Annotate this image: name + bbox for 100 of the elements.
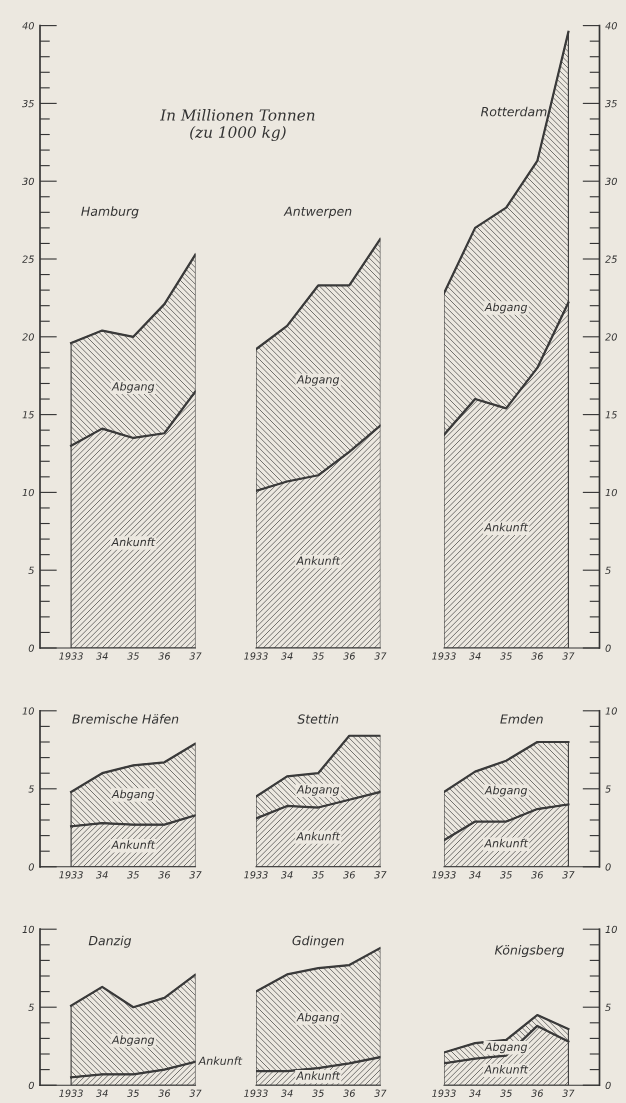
y2-tick-label: 40: [605, 22, 617, 30]
x-tick-label: 37: [562, 652, 575, 660]
series-label: Ankunft: [295, 831, 341, 841]
x-tick-label: 37: [189, 871, 202, 879]
y-tick-label: 25: [22, 255, 34, 263]
x-tick-label: 1933: [432, 871, 456, 879]
x-tick-label: 34: [468, 1089, 481, 1097]
series-label: Ankunft: [483, 838, 529, 848]
y-tick-label: 10: [22, 488, 34, 497]
x-tick-label: 37: [189, 1089, 202, 1097]
x-tick-label: 36: [343, 1089, 356, 1097]
x-tick-label: 35: [312, 871, 324, 879]
x-tick-label: 35: [312, 652, 324, 660]
y2-tick-label: 0: [605, 863, 611, 871]
x-tick-label: 35: [500, 871, 512, 879]
x-tick-label: 37: [189, 652, 202, 660]
series-label: Abgang: [296, 1012, 340, 1024]
text: Hamburg: [81, 206, 139, 219]
x-tick-label: 37: [374, 1089, 387, 1097]
y2-tick-label: 30: [605, 177, 617, 186]
y2-tick-label: 20: [605, 333, 617, 341]
y-tick-label: 0: [28, 644, 34, 652]
x-tick-label: 34: [280, 871, 293, 879]
y2-tick-label: 25: [605, 255, 617, 263]
y2-tick-label: 0: [605, 644, 611, 652]
y2-tick-label: 35: [605, 99, 617, 108]
x-tick-label: 35: [127, 1089, 139, 1097]
y2-tick-label: 5: [605, 1003, 611, 1012]
x-tick-label: 1933: [244, 1089, 268, 1097]
y2-tick-label: 15: [605, 411, 617, 419]
x-tick-label: 36: [343, 871, 356, 879]
y2-tick-label: 10: [605, 488, 617, 497]
y2-tick-label: 10: [605, 925, 617, 934]
y-tick-label: 40: [22, 22, 34, 30]
x-tick-label: 36: [531, 1089, 544, 1097]
x-tick-label: 1933: [432, 1089, 456, 1097]
series-label: Abgang: [484, 302, 528, 314]
y2-tick-label: 0: [605, 1081, 611, 1090]
x-tick-label: 34: [280, 1089, 293, 1097]
x-tick-label: 36: [343, 652, 356, 660]
text: Antwerpen: [283, 206, 352, 219]
y-tick-label: 30: [22, 177, 34, 186]
series-label: Ankunft: [110, 840, 156, 849]
chart-title: Stettin: [297, 714, 339, 724]
x-tick-label: 37: [562, 1089, 575, 1097]
y-tick-label: 0: [28, 1081, 34, 1090]
series-label: Abgang: [484, 785, 528, 797]
series-label: Abgang: [111, 381, 155, 393]
x-tick-label: 1933: [432, 652, 456, 660]
y-tick-label: 5: [28, 1003, 34, 1012]
y2-tick-label: 5: [605, 566, 611, 575]
x-tick-label: 34: [96, 871, 108, 879]
series-label: Abgang: [296, 374, 340, 386]
chart-title: Danzig: [88, 935, 132, 948]
x-tick-label: 37: [374, 871, 387, 879]
series-label: Ankunft: [295, 556, 341, 565]
x-tick-label: 36: [531, 871, 544, 879]
x-tick-label: 1933: [59, 652, 83, 660]
x-tick-label: 35: [500, 652, 512, 660]
x-tick-label: 37: [562, 871, 575, 879]
x-tick-label: 36: [158, 652, 171, 660]
x-tick-label: 35: [127, 652, 139, 660]
series-label: Ankunft: [483, 522, 529, 532]
x-tick-label: 1933: [59, 1089, 83, 1097]
y2-tick-label: 10: [605, 707, 617, 715]
x-tick-label: 1933: [244, 652, 268, 660]
text: Rotterdam: [480, 106, 547, 117]
series-label: Ankunft: [483, 1065, 529, 1074]
x-tick-label: 36: [158, 871, 171, 879]
series-label: Ankunft: [295, 1071, 341, 1080]
series-label: Abgang: [296, 784, 340, 796]
series-label: Abgang: [111, 789, 155, 801]
y-tick-label: 35: [22, 99, 34, 108]
x-tick-label: 34: [468, 652, 481, 660]
x-tick-label: 34: [280, 652, 293, 660]
series-label: Ankunft: [110, 537, 156, 547]
annotation: In Millionen Tonnen (zu 1000 kg): [159, 108, 315, 142]
text: Gdingen: [292, 935, 344, 948]
x-tick-label: 35: [312, 1089, 324, 1097]
y-tick-label: 0: [28, 863, 34, 871]
series-label: Abgang: [484, 1042, 528, 1054]
chart-title: Bremische Häfen: [72, 714, 179, 724]
x-tick-label: 35: [500, 1089, 512, 1097]
y-tick-label: 5: [28, 785, 34, 793]
y-tick-label: 10: [22, 925, 34, 934]
x-tick-label: 34: [468, 871, 481, 879]
x-tick-label: 37: [374, 652, 387, 660]
x-tick-label: 1933: [244, 871, 268, 879]
y2-tick-label: 5: [605, 785, 611, 793]
text: Königsberg: [494, 944, 565, 958]
x-tick-label: 34: [96, 1089, 108, 1097]
x-tick-label: 1933: [59, 871, 83, 879]
series-label: Abgang: [111, 1035, 155, 1047]
series-label: Ankunft: [198, 1056, 243, 1066]
chart-title: Emden: [500, 714, 543, 724]
y-tick-label: 10: [22, 707, 34, 715]
y-tick-label: 5: [28, 566, 34, 575]
y-tick-label: 15: [22, 411, 34, 419]
y-tick-label: 20: [22, 333, 34, 341]
x-tick-label: 35: [127, 871, 139, 879]
